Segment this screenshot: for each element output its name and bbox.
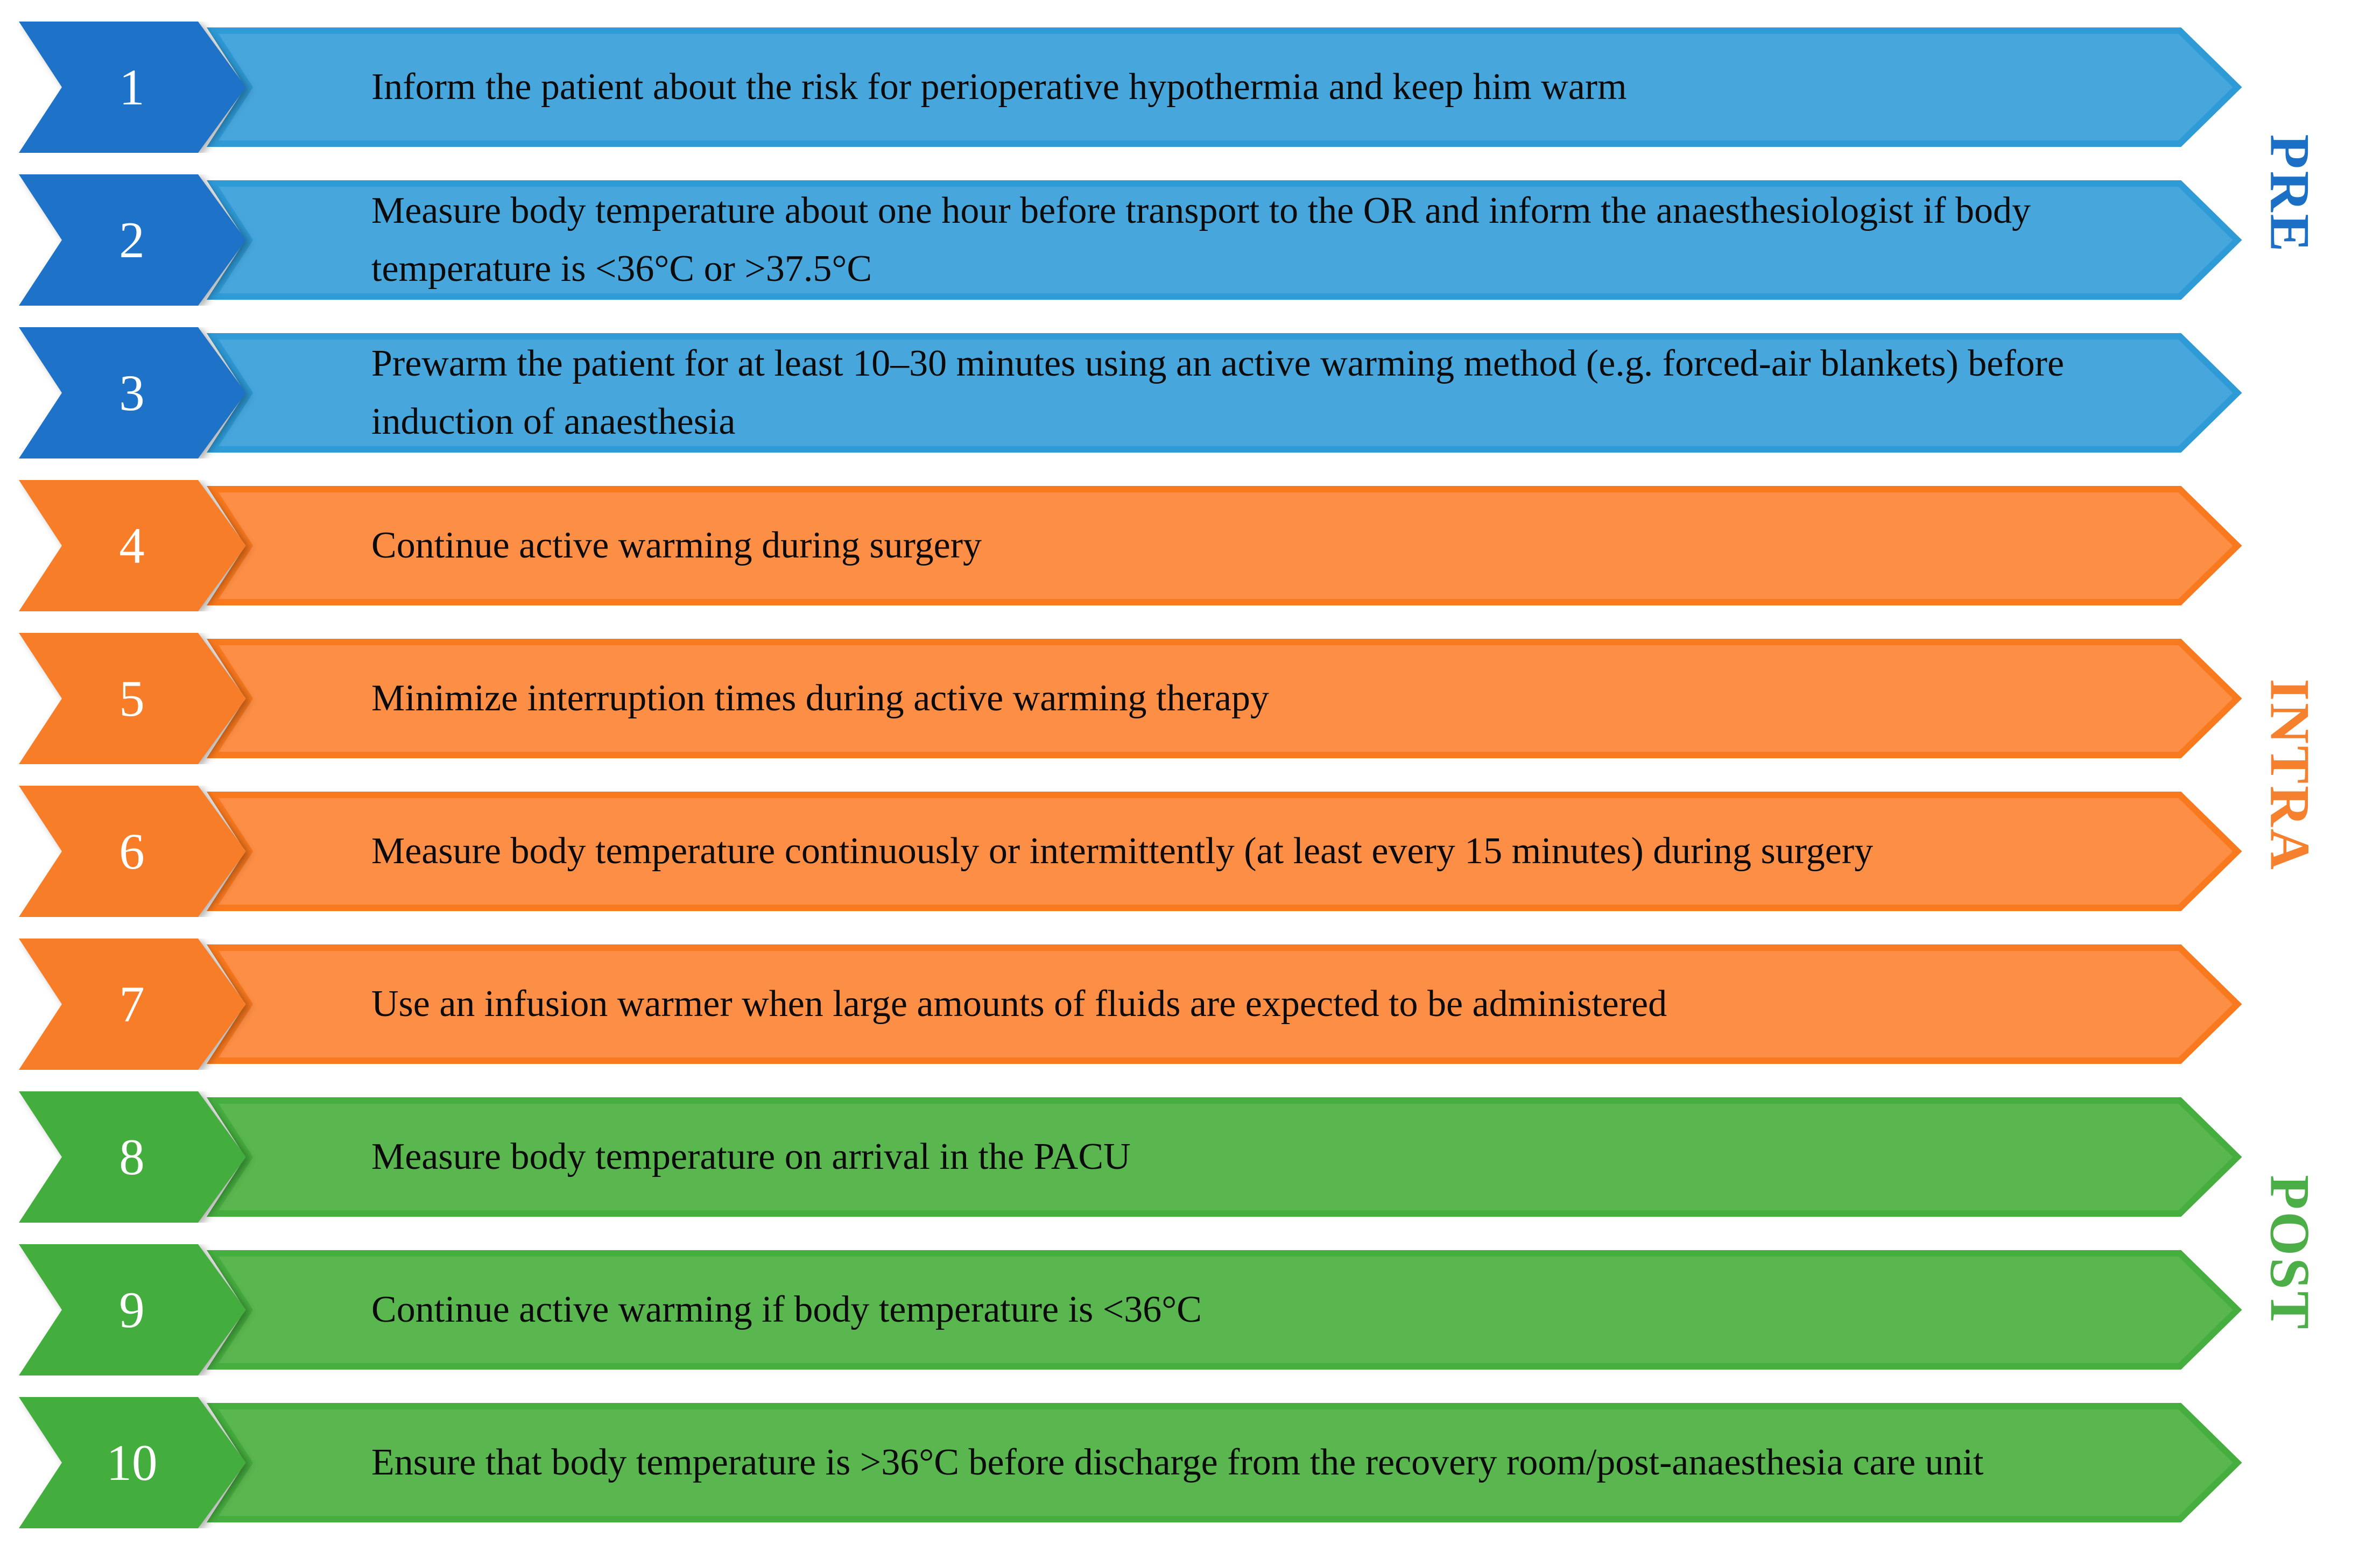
step-row-5: 5 Minimize interruption times during act… (0, 633, 2380, 764)
step-4-bar-shape (206, 486, 2242, 605)
step-number: 2 (119, 211, 145, 269)
step-text-content: Prewarm the patient for at least 10–30 m… (371, 342, 2065, 443)
step-row-1: 1 Inform the patient about the risk for … (0, 22, 2380, 153)
step-text: Inform the patient about the risk for pe… (371, 31, 2122, 144)
step-6-bar-shape (206, 792, 2242, 911)
step-row-9: 9 Continue active warming if body temper… (0, 1244, 2380, 1375)
step-3-chevron-shape (19, 327, 246, 458)
step-row-4: 4 Continue active warming during surgery (0, 480, 2380, 611)
step-6-chevron-shape (19, 786, 246, 917)
step-10-chevron-shape (19, 1397, 246, 1528)
step-7-chevron-shape (19, 939, 246, 1070)
step-text-content: Measure body temperature about one hour … (371, 189, 2031, 290)
step-row-2: 2 Measure body temperature about one hou… (0, 174, 2380, 306)
step-text-content: Continue active warming during surgery (371, 524, 982, 566)
step-text-content: Minimize interruption times during activ… (371, 677, 1269, 719)
step-text-content: Ensure that body temperature is >36°C be… (371, 1441, 1984, 1483)
step-text-content: Measure body temperature on arrival in t… (371, 1135, 1131, 1177)
step-9-arrow-graphic (19, 1244, 2242, 1375)
step-2-arrow-graphic (19, 174, 2242, 306)
step-1-bar-shape (206, 27, 2242, 147)
step-8-arrow-graphic (19, 1091, 2242, 1223)
step-number: 8 (119, 1128, 145, 1186)
step-number: 6 (119, 822, 145, 880)
step-5-bar-shape (206, 639, 2242, 758)
step-10-arrow-graphic (19, 1397, 2242, 1528)
step-3-arrow-graphic (19, 327, 2242, 458)
step-row-7: 7 Use an infusion warmer when large amou… (0, 939, 2380, 1070)
step-text: Continue active warming during surgery (371, 489, 2122, 602)
step-text: Use an infusion warmer when large amount… (371, 948, 2122, 1061)
step-text: Minimize interruption times during activ… (371, 642, 2122, 755)
step-9-bar-shape (206, 1250, 2242, 1370)
step-10-bar-shape (206, 1403, 2242, 1522)
step-7-arrow-graphic (19, 939, 2242, 1070)
step-text: Continue active warming if body temperat… (371, 1253, 2122, 1366)
step-8-chevron-shape (19, 1091, 246, 1223)
step-text: Measure body temperature continuously or… (371, 795, 2122, 908)
step-5-chevron-shape (19, 633, 246, 764)
step-number: 10 (106, 1434, 158, 1491)
step-row-3: 3 Prewarm the patient for at least 10–30… (0, 327, 2380, 458)
step-number: 4 (119, 517, 145, 574)
step-text: Prewarm the patient for at least 10–30 m… (371, 336, 2122, 449)
step-1-arrow-graphic (19, 22, 2242, 153)
step-number: 1 (119, 58, 145, 116)
step-text-content: Continue active warming if body temperat… (371, 1288, 1202, 1330)
step-text: Measure body temperature about one hour … (371, 184, 2122, 297)
step-6-arrow-graphic (19, 786, 2242, 917)
step-text-content: Inform the patient about the risk for pe… (371, 66, 1627, 108)
step-9-chevron-shape (19, 1244, 246, 1375)
step-4-chevron-shape (19, 480, 246, 611)
step-7-bar-shape (206, 944, 2242, 1064)
step-text-content: Use an infusion warmer when large amount… (371, 983, 1667, 1025)
step-row-10: 10 Ensure that body temperature is >36°C… (0, 1397, 2380, 1528)
step-text-content: Measure body temperature continuously or… (371, 830, 1874, 872)
step-number: 9 (119, 1281, 145, 1338)
step-text: Measure body temperature on arrival in t… (371, 1100, 2122, 1214)
step-2-chevron-shape (19, 174, 246, 306)
step-1-chevron-shape (19, 22, 246, 153)
step-row-8: 8 Measure body temperature on arrival in… (0, 1091, 2380, 1223)
step-2-bar-shape (206, 180, 2242, 300)
step-number: 3 (119, 364, 145, 421)
step-text: Ensure that body temperature is >36°C be… (371, 1406, 2122, 1519)
step-4-arrow-graphic (19, 480, 2242, 611)
step-5-arrow-graphic (19, 633, 2242, 764)
step-number: 7 (119, 975, 145, 1033)
step-8-bar-shape (206, 1097, 2242, 1217)
step-number: 5 (119, 669, 145, 727)
step-row-6: 6 Measure body temperature continuously … (0, 786, 2380, 917)
step-3-bar-shape (206, 333, 2242, 453)
